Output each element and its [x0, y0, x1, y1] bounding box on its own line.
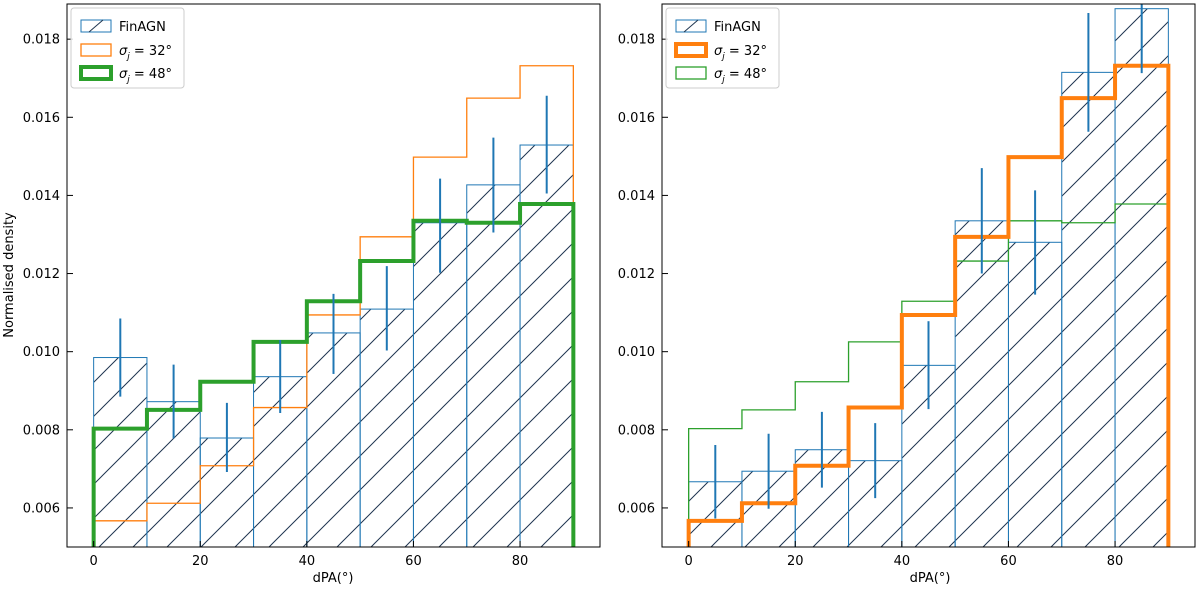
y-tick-label: 0.006: [23, 501, 60, 516]
y-axis-label: Normalised density: [2, 212, 17, 338]
y-tick-label: 0.008: [23, 423, 60, 438]
y-tick-label: 0.010: [618, 345, 655, 360]
y-tick-label: 0.014: [618, 189, 655, 204]
x-tick-label: 0: [685, 554, 693, 569]
y-tick-label: 0.016: [23, 111, 60, 126]
y-tick-label: 0.012: [23, 267, 60, 282]
left-x-axis-label: dPA(°): [313, 571, 354, 586]
legend-box: [665, 7, 780, 89]
right-x-axis-label: dPA(°): [910, 571, 951, 586]
x-tick-label: 20: [787, 554, 804, 569]
left-histogram-panel: 0 20 40 60 80 0.006 0.008 0.010 0.012 0.014 0.016 0…: [23, 3, 601, 569]
y-tick-label: 0.014: [23, 189, 60, 204]
legend-hatch-stroke: [683, 19, 699, 33]
legend-hatch-stroke: [88, 19, 104, 33]
x-tick-label: 20: [192, 554, 209, 569]
legend-label: σj = 48°: [714, 67, 767, 85]
x-tick-label: 60: [405, 554, 422, 569]
y-tick-label: 0.006: [618, 501, 655, 516]
y-tick-label: 0.018: [23, 33, 60, 48]
legend-label: FinAGN: [119, 20, 166, 35]
legend-model-swatch: [675, 66, 707, 80]
y-tick-label: 0.012: [618, 267, 655, 282]
y-tick-label: 0.018: [618, 33, 655, 48]
x-tick-label: 40: [299, 554, 316, 569]
legend-finagn-swatch: [80, 19, 112, 33]
finagn-hatch-fill: [688, 8, 1169, 547]
legend-model-swatch: [79, 65, 113, 81]
x-tick-label: 60: [1000, 554, 1017, 569]
legend-label: σj = 32°: [119, 44, 172, 62]
plot-area: [91, 65, 576, 547]
legend-finagn-swatch: [675, 19, 707, 33]
x-tick-label: 80: [512, 554, 529, 569]
x-tick-label: 40: [894, 554, 911, 569]
y-tick-label: 0.016: [618, 111, 655, 126]
plot-area: [686, 4, 1171, 547]
right-histogram-panel: 0 20 40 60 80 0.006 0.008 0.010 0.012 0.014 0.016 0…: [618, 3, 1196, 569]
x-tick-label: 80: [1107, 554, 1124, 569]
legend-label: σj = 32°: [714, 44, 767, 62]
model-step-line: [688, 203, 1169, 547]
legend-model-swatch: [80, 43, 112, 57]
axes-frame: [66, 3, 601, 548]
y-tick-label: 0.010: [23, 345, 60, 360]
legend-label: σj = 48°: [119, 67, 172, 85]
legend-label: FinAGN: [714, 20, 761, 35]
legend-model-swatch: [674, 42, 708, 58]
y-tick-label: 0.008: [618, 423, 655, 438]
axes-frame: [661, 3, 1196, 548]
model-step-line: [686, 63, 1171, 547]
x-tick-label: 0: [90, 554, 98, 569]
